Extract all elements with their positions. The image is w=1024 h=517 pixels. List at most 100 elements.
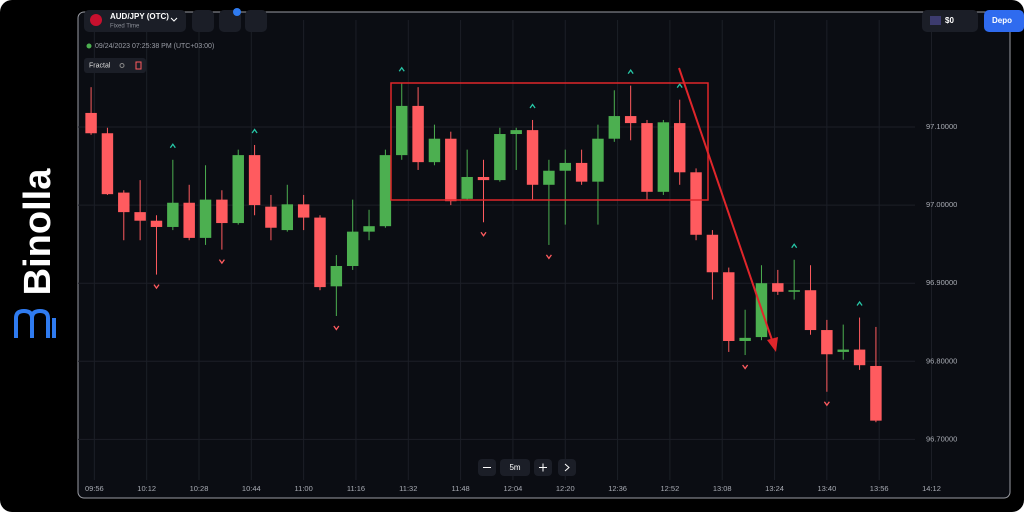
fractal-up — [169, 143, 176, 149]
candle-body — [559, 162, 571, 171]
candle-body — [772, 283, 784, 292]
candle-body — [314, 217, 326, 288]
candle-body — [330, 266, 343, 287]
x-tick-label: 10:12 — [137, 484, 156, 493]
pair-selector[interactable] — [84, 10, 186, 32]
candle-body — [575, 162, 588, 182]
fractal-up — [398, 66, 405, 72]
candle-body — [232, 155, 244, 224]
fractal-down — [218, 259, 225, 265]
x-tick-label: 13:56 — [870, 484, 889, 493]
candle-body — [428, 138, 441, 163]
candle-body — [85, 112, 97, 134]
deposit-button[interactable] — [984, 10, 1024, 32]
candle-body — [494, 134, 506, 181]
eye-icon[interactable] — [119, 63, 125, 68]
fractal-up — [676, 83, 683, 89]
drawing-button[interactable] — [245, 10, 267, 32]
candle-body — [690, 172, 702, 235]
candle-body — [183, 202, 195, 238]
x-tick-label: 11:00 — [295, 484, 313, 493]
plus-icon — [539, 463, 547, 472]
candle-body — [543, 170, 555, 185]
fractal-down — [742, 364, 749, 370]
candles — [85, 66, 882, 423]
fractal-up — [251, 128, 258, 134]
candle-body — [673, 123, 686, 173]
candle-body — [526, 130, 539, 185]
x-tick-label: 11:16 — [347, 484, 365, 493]
candle-body — [461, 176, 473, 199]
candle-body — [297, 204, 310, 218]
x-tick-label: 10:44 — [242, 484, 261, 493]
x-tick-label: 11:48 — [452, 484, 470, 493]
x-tick-label: 12:36 — [608, 484, 627, 493]
y-tick-label: 97.00000 — [926, 200, 957, 209]
y-tick-label: 96.90000 — [926, 278, 957, 287]
x-tick-label: 12:52 — [661, 484, 680, 493]
x-tick-label: 13:40 — [817, 484, 836, 493]
x-tick-label: 12:04 — [504, 484, 523, 493]
chart-frame — [77, 11, 1011, 499]
deposit-label: Depo — [992, 16, 1012, 25]
candle-body — [281, 204, 294, 231]
candle-body — [396, 105, 408, 156]
candle-body — [346, 231, 359, 267]
chart-type-button[interactable] — [192, 10, 214, 32]
y-tick-label: 97.10000 — [926, 122, 957, 131]
pair-name: AUD/JPY (OTC) — [110, 12, 169, 21]
candle-body — [199, 199, 212, 238]
candle-body — [608, 116, 621, 139]
candle-body — [739, 337, 751, 341]
x-tick-label: 10:28 — [190, 484, 209, 493]
scroll-right[interactable] — [558, 459, 576, 476]
x-tick-label: 09:56 — [85, 484, 104, 493]
flag-icon — [930, 16, 941, 25]
x-tick-label: 13:24 — [765, 484, 784, 493]
candle-body — [804, 290, 817, 331]
candle-body — [624, 116, 637, 124]
candle-body — [821, 330, 833, 355]
candle-body — [445, 138, 457, 202]
logo-mark — [14, 308, 50, 338]
trade-mode: Fixed Time — [110, 24, 140, 30]
candle-body — [853, 349, 866, 366]
grid — [78, 20, 933, 480]
fractal-up — [627, 68, 634, 74]
brand-name: Binolla — [17, 168, 59, 296]
x-tick-label: 13:08 — [713, 484, 732, 493]
delete-icon[interactable] — [135, 61, 142, 70]
indicator-chip[interactable] — [84, 58, 146, 73]
badge — [233, 8, 241, 16]
x-tick-label: 11:32 — [399, 484, 417, 493]
candle-body — [870, 365, 882, 421]
candle-body — [134, 212, 146, 221]
candle-body — [706, 234, 719, 273]
dropdown-icon — [170, 17, 178, 22]
candle-body — [216, 199, 228, 224]
fractal-down — [480, 231, 487, 237]
chevron-icon — [564, 463, 570, 472]
indicator-name: Fractal — [89, 62, 111, 69]
candle-body — [248, 155, 261, 206]
candle-body — [477, 176, 490, 181]
candle-body — [412, 105, 424, 163]
timeframe-button[interactable] — [500, 459, 530, 476]
x-tick-label: 12:20 — [556, 484, 575, 493]
timestamp: 09/24/2023 07:25:38 PM (UTC+03:00) — [95, 43, 214, 50]
candle-body — [265, 206, 277, 228]
candle-body — [150, 220, 163, 227]
candle-body — [363, 226, 375, 232]
fractal-down — [823, 401, 830, 407]
candle-body — [657, 122, 670, 192]
fractal-up — [791, 243, 798, 249]
balance-selector[interactable] — [922, 10, 978, 32]
fractal-down — [545, 254, 552, 260]
balance: $0 — [945, 16, 954, 25]
y-tick-label: 96.70000 — [926, 434, 957, 443]
candle-body — [788, 290, 800, 292]
flag-icon — [90, 14, 102, 26]
candle-body — [641, 123, 653, 192]
range-box — [390, 82, 709, 201]
